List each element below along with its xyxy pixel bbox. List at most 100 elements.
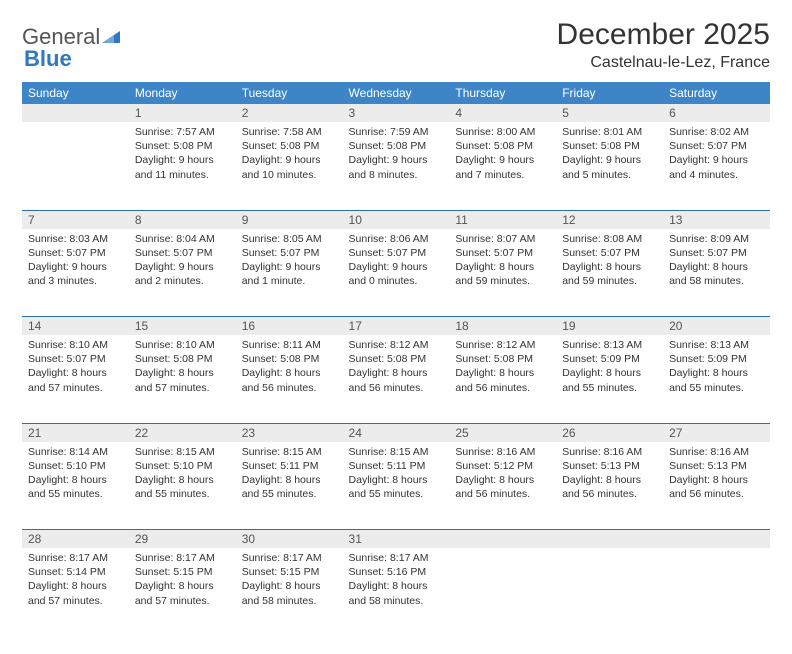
day-details: Sunrise: 8:05 AMSunset: 5:07 PMDaylight:… bbox=[236, 229, 343, 295]
day-cell: Sunrise: 8:01 AMSunset: 5:08 PMDaylight:… bbox=[556, 122, 663, 210]
daylight-line: Daylight: 8 hours and 57 minutes. bbox=[135, 580, 214, 606]
sunset-line: Sunset: 5:10 PM bbox=[135, 460, 213, 472]
sunrise-line: Sunrise: 8:09 AM bbox=[669, 233, 749, 245]
day-cell: Sunrise: 8:12 AMSunset: 5:08 PMDaylight:… bbox=[343, 335, 450, 423]
day-number-cell: 3 bbox=[343, 104, 450, 122]
daylight-line: Daylight: 9 hours and 7 minutes. bbox=[455, 154, 534, 180]
sunset-line: Sunset: 5:08 PM bbox=[242, 140, 320, 152]
day-number-cell bbox=[556, 530, 663, 549]
day-number-cell: 27 bbox=[663, 423, 770, 442]
sunrise-line: Sunrise: 8:10 AM bbox=[135, 339, 215, 351]
sunrise-line: Sunrise: 8:08 AM bbox=[562, 233, 642, 245]
sunset-line: Sunset: 5:07 PM bbox=[135, 247, 213, 259]
location: Castelnau-le-Lez, France bbox=[557, 54, 770, 72]
day-cell: Sunrise: 8:05 AMSunset: 5:07 PMDaylight:… bbox=[236, 229, 343, 317]
daylight-line: Daylight: 9 hours and 11 minutes. bbox=[135, 154, 214, 180]
day-details: Sunrise: 8:15 AMSunset: 5:11 PMDaylight:… bbox=[236, 442, 343, 508]
daylight-line: Daylight: 8 hours and 58 minutes. bbox=[242, 580, 321, 606]
day-details: Sunrise: 7:57 AM Sunset: 5:08 PM Daylight:… bbox=[129, 122, 236, 188]
sunset-line: Sunset: 5:12 PM bbox=[455, 460, 533, 472]
weekday-header: Monday bbox=[129, 82, 236, 104]
sunrise-line: Sunrise: 8:10 AM bbox=[28, 339, 108, 351]
sunset-line: Sunset: 5:07 PM bbox=[562, 247, 640, 259]
logo-triangle-icon bbox=[102, 29, 122, 45]
header: General December 2025 Castelnau-le-Lez, … bbox=[22, 18, 770, 72]
day-body-row: Sunrise: 8:14 AM Sunset: 5:10 PM Daylight:… bbox=[22, 442, 770, 530]
sunrise-line: Sunrise: 7:58 AM bbox=[242, 126, 322, 138]
day-body-row: Sunrise: 8:03 AMSunset: 5:07 PMDaylight:… bbox=[22, 229, 770, 317]
day-details: Sunrise: 8:14 AMSunset: 5:10 PMDaylight:… bbox=[22, 442, 129, 508]
day-number-cell: 31 bbox=[343, 530, 450, 549]
calendar-table: Sunday Monday Tuesday Wednesday Thursday… bbox=[22, 82, 770, 636]
day-cell: Sunrise: 8:02 AMSunset: 5:07 PMDaylight:… bbox=[663, 122, 770, 210]
sunset-line: Sunset: 5:07 PM bbox=[669, 247, 747, 259]
daylight-line: Daylight: 8 hours and 56 minutes. bbox=[562, 474, 641, 500]
sunrise-line: Sunrise: 7:59 AM bbox=[349, 126, 429, 138]
day-cell: Sunrise: 8:16 AMSunset: 5:12 PMDaylight:… bbox=[449, 442, 556, 530]
logo-text-blue: Blue bbox=[24, 46, 72, 72]
sunrise-line: Sunrise: 8:02 AM bbox=[669, 126, 749, 138]
day-number-cell: 26 bbox=[556, 423, 663, 442]
weekday-header: Thursday bbox=[449, 82, 556, 104]
sunset-line: Sunset: 5:07 PM bbox=[28, 353, 106, 365]
daylight-line: Daylight: 8 hours and 57 minutes. bbox=[28, 367, 107, 393]
sunset-line: Sunset: 5:08 PM bbox=[135, 140, 213, 152]
sunrise-line: Sunrise: 8:14 AM bbox=[28, 446, 108, 458]
day-number-cell: 20 bbox=[663, 317, 770, 336]
daylight-line: Daylight: 8 hours and 55 minutes. bbox=[135, 474, 214, 500]
logo-line2: Blue bbox=[24, 46, 72, 72]
day-number-cell: 15 bbox=[129, 317, 236, 336]
day-cell: Sunrise: 8:16 AMSunset: 5:13 PMDaylight:… bbox=[556, 442, 663, 530]
day-cell bbox=[663, 548, 770, 636]
day-number-cell: 13 bbox=[663, 210, 770, 229]
sunset-line: Sunset: 5:11 PM bbox=[242, 460, 319, 472]
day-cell: Sunrise: 7:59 AMSunset: 5:08 PMDaylight:… bbox=[343, 122, 450, 210]
sunrise-line: Sunrise: 8:06 AM bbox=[349, 233, 429, 245]
day-details: Sunrise: 8:17 AMSunset: 5:16 PMDaylight:… bbox=[343, 548, 450, 614]
daylight-line: Daylight: 8 hours and 56 minutes. bbox=[455, 367, 534, 393]
day-cell bbox=[449, 548, 556, 636]
daylight-line: Daylight: 8 hours and 55 minutes. bbox=[562, 367, 641, 393]
sunrise-line: Sunrise: 8:16 AM bbox=[669, 446, 749, 458]
day-details: Sunrise: 8:13 AMSunset: 5:09 PMDaylight:… bbox=[663, 335, 770, 401]
day-details: Sunrise: 8:12 AMSunset: 5:08 PMDaylight:… bbox=[449, 335, 556, 401]
day-number-cell: 11 bbox=[449, 210, 556, 229]
day-cell: Sunrise: 8:15 AMSunset: 5:11 PMDaylight:… bbox=[236, 442, 343, 530]
day-number-row: 123456 bbox=[22, 104, 770, 122]
sunset-line: Sunset: 5:07 PM bbox=[28, 247, 106, 259]
sunset-line: Sunset: 5:15 PM bbox=[242, 566, 320, 578]
daylight-line: Daylight: 9 hours and 8 minutes. bbox=[349, 154, 428, 180]
sunset-line: Sunset: 5:08 PM bbox=[349, 353, 427, 365]
day-cell: Sunrise: 8:17 AMSunset: 5:15 PMDaylight:… bbox=[236, 548, 343, 636]
day-cell: Sunrise: 8:17 AMSunset: 5:15 PMDaylight:… bbox=[129, 548, 236, 636]
day-details: Sunrise: 8:11 AMSunset: 5:08 PMDaylight:… bbox=[236, 335, 343, 401]
daylight-line: Daylight: 9 hours and 0 minutes. bbox=[349, 261, 428, 287]
sunrise-line: Sunrise: 8:17 AM bbox=[28, 552, 108, 564]
day-number-cell: 24 bbox=[343, 423, 450, 442]
sunrise-line: Sunrise: 8:04 AM bbox=[135, 233, 215, 245]
daylight-line: Daylight: 8 hours and 59 minutes. bbox=[562, 261, 641, 287]
day-number-cell: 25 bbox=[449, 423, 556, 442]
day-number-cell: 30 bbox=[236, 530, 343, 549]
sunrise-line: Sunrise: 8:17 AM bbox=[349, 552, 429, 564]
day-details: Sunrise: 8:02 AMSunset: 5:07 PMDaylight:… bbox=[663, 122, 770, 188]
day-details: Sunrise: 8:06 AM Sunset: 5:07 PM Daylight:… bbox=[343, 229, 450, 295]
daylight-line: Daylight: 8 hours and 55 minutes. bbox=[28, 474, 107, 500]
sunset-line: Sunset: 5:14 PM bbox=[28, 566, 106, 578]
sunrise-line: Sunrise: 8:00 AM bbox=[455, 126, 535, 138]
day-cell: Sunrise: 8:11 AMSunset: 5:08 PMDaylight:… bbox=[236, 335, 343, 423]
sunset-line: Sunset: 5:13 PM bbox=[562, 460, 640, 472]
day-number-cell: 29 bbox=[129, 530, 236, 549]
day-details: Sunrise: 8:00 AMSunset: 5:08 PMDaylight:… bbox=[449, 122, 556, 188]
daylight-line: Daylight: 8 hours and 56 minutes. bbox=[669, 474, 748, 500]
sunset-line: Sunset: 5:07 PM bbox=[349, 247, 427, 259]
day-cell: Sunrise: 8:17 AMSunset: 5:16 PMDaylight:… bbox=[343, 548, 450, 636]
day-details: Sunrise: 8:13 AMSunset: 5:09 PMDaylight:… bbox=[556, 335, 663, 401]
day-details: Sunrise: 7:58 AMSunset: 5:08 PMDaylight:… bbox=[236, 122, 343, 188]
sunset-line: Sunset: 5:11 PM bbox=[349, 460, 426, 472]
day-cell bbox=[22, 122, 129, 210]
daylight-line: Daylight: 8 hours and 59 minutes. bbox=[455, 261, 534, 287]
sunrise-line: Sunrise: 7:57 AM bbox=[135, 126, 215, 138]
sunset-line: Sunset: 5:16 PM bbox=[349, 566, 427, 578]
day-details: Sunrise: 8:15 AMSunset: 5:10 PMDaylight:… bbox=[129, 442, 236, 508]
